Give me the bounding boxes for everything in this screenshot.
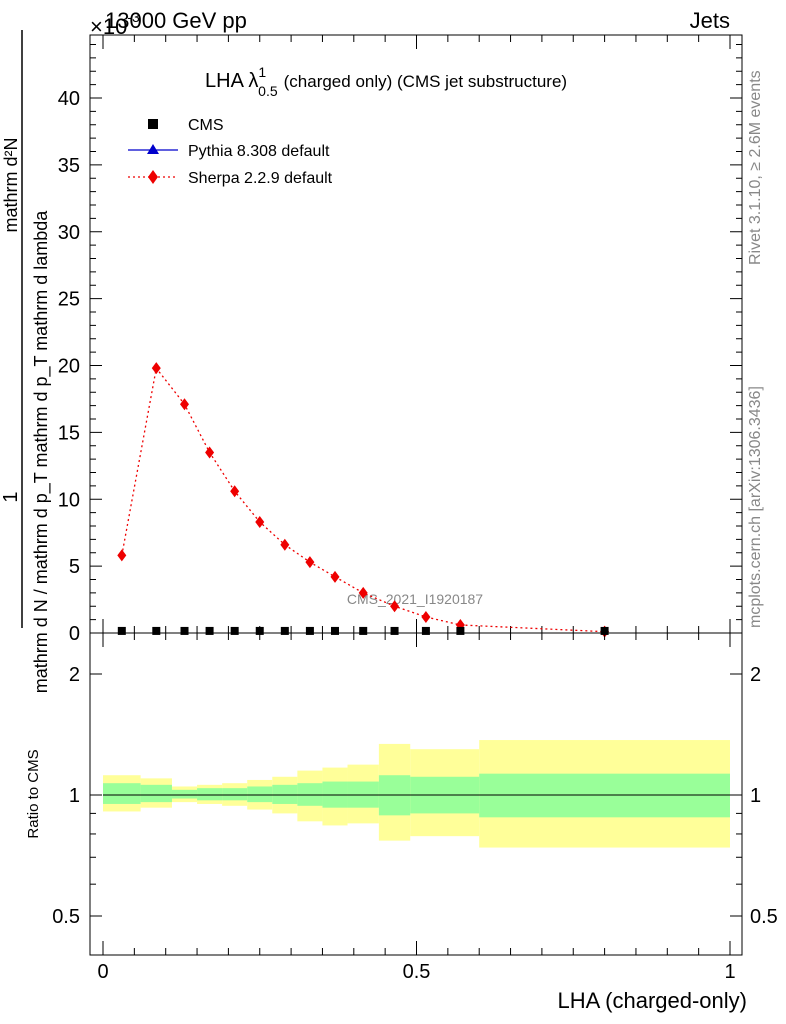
analysis-id-watermark: CMS_2021_I1920187 — [347, 591, 483, 607]
upper-ytick-label: 5 — [69, 556, 80, 578]
ratio-inner-band — [197, 788, 223, 801]
sherpa-point — [230, 485, 240, 498]
sherpa-point — [255, 515, 265, 528]
lower-xtick-label: 0.5 — [403, 961, 431, 983]
legend: CMS Pythia 8.308 default Sherpa 2.2.9 de… — [128, 117, 333, 187]
title-rest: (charged only) (CMS jet substructure) — [284, 72, 567, 91]
lower-ytick-label-left: 2 — [69, 664, 80, 686]
sherpa-point — [358, 586, 368, 599]
upper-ytick-label: 40 — [58, 88, 80, 110]
legend-sherpa-marker — [148, 170, 158, 184]
upper-ytick-label: 20 — [58, 356, 80, 378]
sherpa-point — [151, 362, 161, 375]
upper-ytick-label: 0 — [69, 623, 80, 645]
lower-ytick-label-right: 2 — [750, 664, 761, 686]
cms-point — [330, 626, 339, 635]
sherpa-point — [390, 600, 400, 613]
sherpa-point — [330, 570, 340, 583]
cms-point — [280, 626, 289, 635]
title-superscript: 1 — [258, 64, 266, 80]
sherpa-point — [117, 549, 127, 562]
upper-ylabel: 1 mathrm d N / mathrm d p_T mathrm d p_T… — [0, 30, 52, 693]
cms-point — [180, 626, 189, 635]
upper-ytick-label: 10 — [58, 489, 80, 511]
ylabel-numerator: 1 — [0, 491, 22, 502]
sherpa-point — [205, 446, 215, 459]
legend-sherpa-label: Sherpa 2.2.9 default — [188, 170, 333, 187]
cms-point — [255, 626, 264, 635]
legend-pythia-marker — [147, 144, 159, 154]
ylabel-denominator: mathrm d N / mathrm d p_T mathrm d p_T m… — [31, 210, 52, 693]
cms-point — [205, 626, 214, 635]
ratio-inner-band — [103, 783, 141, 804]
rivet-label: Rivet 3.1.10, ≥ 2.6M events — [747, 70, 764, 265]
x-axis-label: LHA (charged-only) — [557, 988, 747, 1013]
lower-xtick-label: 0 — [97, 961, 108, 983]
upper-ytick-label: 30 — [58, 222, 80, 244]
exponent-power: -3 — [127, 9, 140, 25]
lower-ytick-label-right: 1 — [750, 785, 761, 807]
lower-ytick-label-left: 0.5 — [52, 906, 80, 928]
legend-pythia-label: Pythia 8.308 default — [188, 143, 330, 160]
energy-label: 13000 GeV pp — [105, 8, 247, 33]
title-subscript: 0.5 — [258, 83, 278, 99]
ratio-inner-band — [272, 784, 298, 804]
sherpa-line — [121, 366, 605, 633]
plot-title: LHA λ1 0.5 (charged only) (CMS jet substru… — [205, 64, 567, 99]
cms-point — [456, 626, 465, 635]
ratio-inner-band — [247, 786, 273, 803]
cms-point — [117, 626, 126, 635]
upper-ytick-label: 15 — [58, 422, 80, 444]
legend-cms-marker — [148, 119, 158, 129]
ratio-inner-band — [222, 788, 248, 801]
lower-ytick-label-left: 1 — [69, 785, 80, 807]
lower-ytick-label-right: 0.5 — [750, 906, 778, 928]
cms-point — [230, 626, 239, 635]
cms-point — [600, 626, 609, 635]
sherpa-point — [421, 610, 431, 623]
cms-point — [421, 626, 430, 635]
ylabel-top: mathrm d²N — [1, 137, 21, 232]
cms-point — [152, 626, 161, 635]
sherpa-point — [180, 398, 190, 411]
ratio-ylabel: Ratio to CMS — [25, 749, 42, 838]
upper-ytick-label: 35 — [58, 155, 80, 177]
ratio-inner-band — [140, 784, 172, 803]
ratio-inner-band — [297, 783, 323, 806]
cms-point — [359, 626, 368, 635]
lower-xtick-label: 1 — [724, 961, 735, 983]
ratio-inner-band — [171, 789, 198, 799]
sherpa-point — [305, 556, 315, 569]
cms-point — [390, 626, 399, 635]
sherpa-point — [280, 538, 290, 551]
legend-cms-label: CMS — [188, 117, 224, 134]
mcplots-label: mcplots.cern.ch [arXiv:1306.3436] — [747, 386, 764, 628]
process-label: Jets — [690, 8, 730, 33]
upper-ytick-label: 25 — [58, 289, 80, 311]
lower-panel: 0.5 0.5 1 1 2 2 0 0.5 1 — [52, 632, 778, 983]
cms-point — [305, 626, 314, 635]
